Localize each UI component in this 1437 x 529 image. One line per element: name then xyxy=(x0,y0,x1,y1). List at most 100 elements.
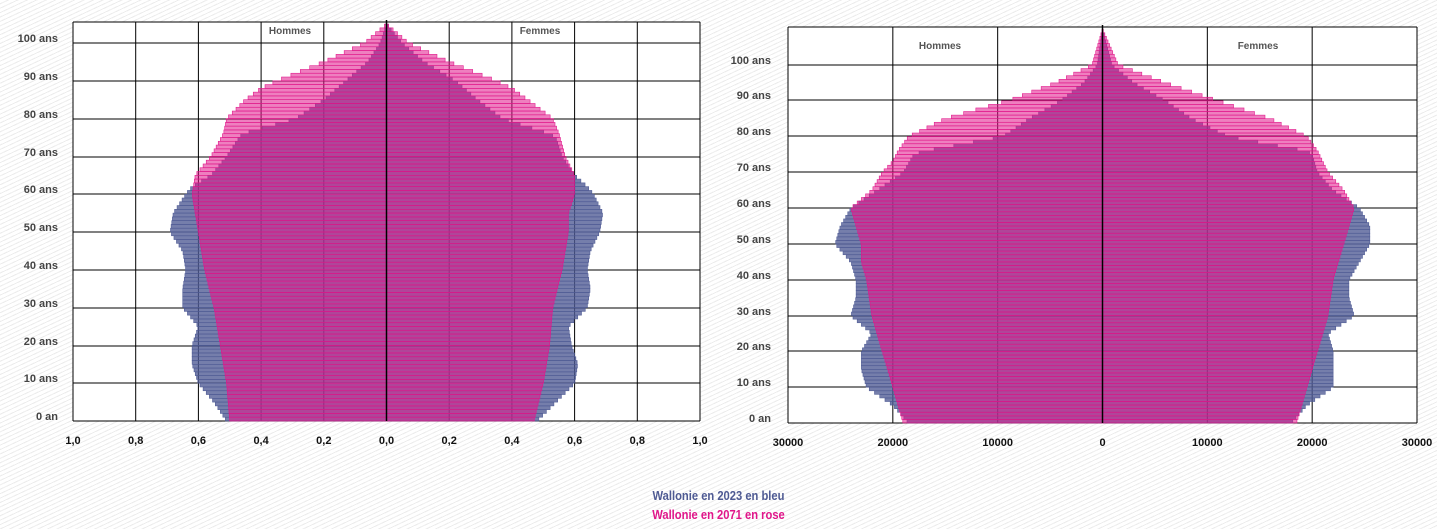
bar-hommes xyxy=(370,35,387,40)
bar-hommes xyxy=(852,204,1103,209)
bar-hommes xyxy=(1073,71,1103,77)
bar-hommes xyxy=(202,163,387,169)
x-tick-label: 1,0 xyxy=(692,435,707,447)
bar-femmes xyxy=(1102,279,1334,284)
bar-femmes xyxy=(1102,82,1171,87)
bar-femmes xyxy=(386,159,569,165)
bar-hommes xyxy=(1001,100,1103,105)
bar-femmes xyxy=(386,371,546,376)
bar-femmes xyxy=(386,322,552,327)
bar-femmes xyxy=(1102,379,1309,384)
bar-hommes xyxy=(1022,93,1103,98)
bar-femmes xyxy=(386,175,575,180)
group-label-hommes: Hommes xyxy=(269,26,312,37)
bar-femmes xyxy=(386,163,571,169)
age-tick-label: 70 ans xyxy=(737,162,771,174)
bar-hommes xyxy=(343,50,387,55)
bar-hommes xyxy=(214,307,387,312)
bar-femmes xyxy=(1102,343,1320,349)
bar-hommes xyxy=(919,129,1103,134)
bar-femmes xyxy=(1102,71,1143,77)
bar-hommes xyxy=(226,382,387,388)
bar-hommes xyxy=(1012,96,1103,102)
bar-hommes xyxy=(867,283,1103,288)
bar-femmes xyxy=(386,50,430,55)
bar-femmes xyxy=(386,122,556,127)
bar-femmes xyxy=(386,277,561,282)
bar-femmes xyxy=(1102,300,1331,306)
age-tick-label: 30 ans xyxy=(737,306,771,318)
bar-hommes xyxy=(876,179,1103,184)
bar-femmes xyxy=(386,178,575,184)
x-tick-label: 0,2 xyxy=(316,435,331,447)
bar-hommes xyxy=(890,161,1103,166)
bar-hommes xyxy=(1096,46,1103,51)
bar-hommes xyxy=(223,363,387,369)
bar-femmes xyxy=(386,379,544,384)
bar-hommes xyxy=(1094,53,1103,59)
bar-femmes xyxy=(386,190,575,195)
bar-hommes xyxy=(209,288,387,293)
bar-hommes xyxy=(220,345,387,350)
bar-hommes xyxy=(227,390,387,395)
bar-femmes xyxy=(1102,308,1329,313)
bar-femmes xyxy=(386,363,547,369)
bar-hommes xyxy=(224,371,387,376)
bar-hommes xyxy=(885,361,1103,367)
bar-hommes xyxy=(194,178,387,184)
bar-hommes xyxy=(892,383,1103,388)
bar-femmes xyxy=(386,341,550,346)
bar-femmes xyxy=(386,205,571,210)
bar-femmes xyxy=(386,288,558,293)
bar-femmes xyxy=(1102,293,1332,298)
bar-hommes xyxy=(195,212,387,218)
bar-femmes xyxy=(1102,404,1302,409)
bar-femmes xyxy=(386,360,547,365)
bar-femmes xyxy=(1102,275,1334,281)
bar-hommes xyxy=(227,394,387,399)
bar-femmes xyxy=(1102,172,1330,177)
bar-hommes xyxy=(197,224,387,229)
bar-hommes xyxy=(225,375,387,380)
age-tick-label: 30 ans xyxy=(24,298,58,310)
bar-femmes xyxy=(386,292,557,297)
bar-femmes xyxy=(386,35,403,40)
pyramid-chart-absolute: Hommes Femmes 0 an 10 ans 20 ans 30 ans 40 ans… xyxy=(731,25,1432,449)
bar-hommes xyxy=(281,76,387,82)
bar-femmes xyxy=(386,405,538,410)
bar-hommes xyxy=(215,318,387,324)
bar-hommes xyxy=(217,140,387,146)
age-tick-label: 50 ans xyxy=(24,222,58,234)
bar-hommes xyxy=(883,354,1103,359)
bar-femmes xyxy=(1102,236,1346,241)
bar-femmes xyxy=(1102,53,1115,59)
bar-femmes xyxy=(1102,79,1161,84)
bar-hommes xyxy=(202,258,387,263)
bar-femmes xyxy=(386,84,509,89)
bar-hommes xyxy=(198,231,387,237)
bar-hommes xyxy=(194,209,387,214)
x-tick-label: 1,0 xyxy=(65,435,80,447)
age-tick-label: 60 ans xyxy=(24,184,58,196)
bar-hommes xyxy=(904,139,1103,145)
bar-femmes xyxy=(1102,104,1234,109)
bar-hommes xyxy=(881,172,1103,177)
bar-hommes xyxy=(870,304,1103,309)
bar-femmes xyxy=(386,273,561,278)
bar-hommes xyxy=(861,261,1103,266)
bar-femmes xyxy=(386,167,573,172)
bar-femmes xyxy=(1102,258,1340,263)
bar-hommes xyxy=(900,411,1103,417)
bar-hommes xyxy=(228,114,387,119)
bar-hommes xyxy=(879,340,1103,345)
bar-hommes xyxy=(854,218,1103,223)
bar-hommes xyxy=(212,299,387,305)
bar-hommes xyxy=(226,386,387,392)
x-tick-label: 20000 xyxy=(878,437,909,449)
bar-femmes xyxy=(386,103,536,108)
bar-hommes xyxy=(861,243,1103,248)
bar-hommes xyxy=(209,156,387,161)
bar-hommes xyxy=(870,308,1103,313)
bar-hommes xyxy=(231,110,387,116)
bar-hommes xyxy=(896,397,1103,402)
